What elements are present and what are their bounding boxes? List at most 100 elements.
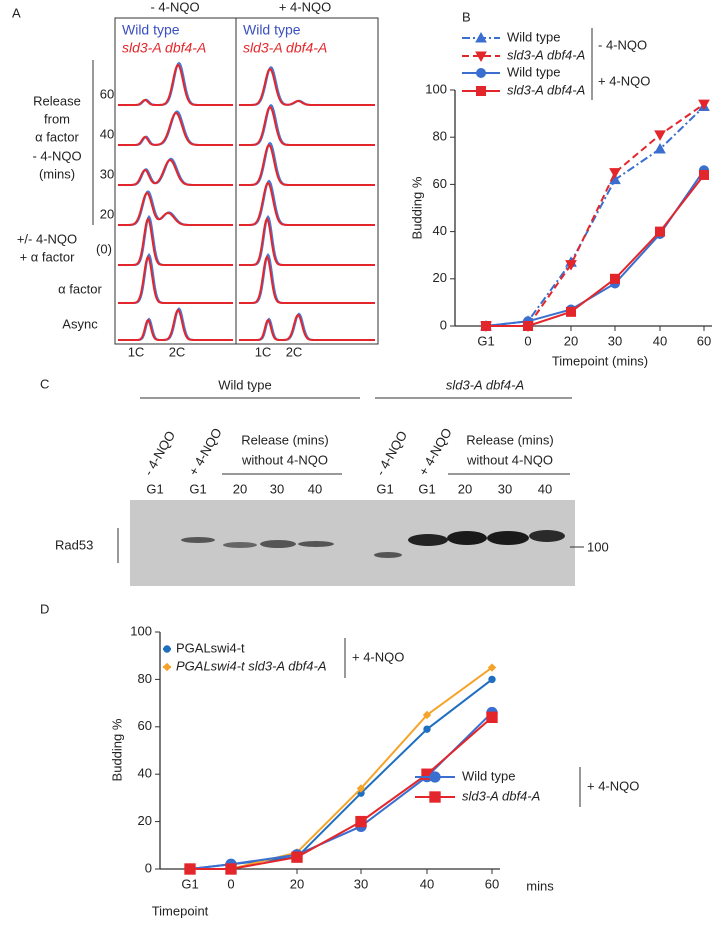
chart: D 0 20 40 60 80 100 G1 0 20 30 40 60 Budding % Timepoi…: [40, 601, 639, 918]
marker: [488, 675, 496, 684]
marker: [481, 321, 491, 331]
marker: [429, 791, 441, 803]
row-title: (mins): [39, 166, 75, 181]
y-tick-label: 20: [433, 270, 447, 285]
legend-label: sld3-A dbf4-A: [462, 788, 540, 803]
lane-label: 40: [308, 481, 322, 496]
histogram-curve: [118, 308, 233, 341]
row-title: - 4-NQO: [32, 148, 81, 163]
x-tick-label: G1: [181, 876, 198, 891]
series-line: [189, 678, 493, 870]
histogram-curve: [239, 67, 375, 106]
x-tick-label: 40: [420, 876, 434, 891]
marker: [355, 815, 367, 828]
histogram-curve: [239, 313, 375, 341]
histogram-curve: [118, 157, 233, 186]
series-line: [189, 711, 493, 870]
panel-label: D: [40, 601, 49, 616]
marker: [487, 663, 497, 672]
frame: [114, 17, 379, 345]
x-tick-label: 0: [524, 333, 531, 348]
y-tick-label: 100: [425, 81, 447, 96]
histograms: [118, 61, 375, 341]
header: - 4-NQO: [150, 0, 199, 14]
histogram-curve: [239, 255, 375, 304]
histogram-curve: [239, 181, 375, 226]
timepoint: 60: [100, 86, 114, 101]
row-title: from: [44, 111, 70, 126]
histogram-curve: [118, 191, 233, 226]
peak-label: 2C: [286, 344, 303, 359]
histogram-curve: [239, 105, 375, 146]
lane-label: 30: [498, 481, 512, 496]
timepoint: 20: [100, 206, 114, 221]
peak-label: 2C: [169, 344, 186, 359]
marker: [423, 725, 431, 733]
marker: [475, 51, 487, 63]
row-label: Async: [62, 316, 98, 331]
legend-note: + 4-NQO: [352, 649, 404, 664]
panel-label: C: [40, 376, 49, 391]
series-line: [486, 174, 705, 327]
marker: [486, 711, 498, 723]
panel-a: A - 4-NQO + 4-NQO Wild type sld3-A dbf4-…: [12, 0, 379, 359]
y-tick-label: 20: [138, 813, 152, 828]
group-label: sld3-A dbf4-A: [446, 377, 524, 392]
lane-label: 40: [538, 481, 552, 496]
legend-label: sld3-A dbf4-A: [507, 47, 585, 62]
histogram-curve: [239, 217, 375, 266]
y-tick-label: 0: [440, 317, 447, 332]
histogram-curve: [118, 63, 233, 106]
panel-c: C Wild type sld3-A dbf4-A - 4-NQO + 4-NQ…: [40, 376, 609, 586]
release-label: Release (mins): [466, 432, 553, 447]
x-unit: mins: [526, 878, 554, 893]
y-tick-label: 80: [433, 129, 447, 144]
legend-note: + 4-NQO: [598, 73, 650, 88]
header: + 4-NQO: [279, 0, 331, 14]
size-marker: 100: [587, 539, 609, 554]
series-line: [485, 169, 705, 327]
histogram-curve: [239, 143, 375, 186]
x-tick-label: 30: [354, 876, 368, 891]
row-title: α factor: [35, 129, 79, 144]
lane-label: G1: [146, 481, 163, 496]
panel-label: A: [12, 5, 21, 20]
histogram-curve: [118, 217, 233, 266]
y-tick-label: 40: [138, 766, 152, 781]
condition: + 4-NQO: [416, 425, 455, 478]
timepoint: 30: [100, 166, 114, 181]
lane-label: G1: [189, 481, 206, 496]
marker: [422, 710, 432, 720]
release-label: Release (mins): [241, 432, 328, 447]
histogram-curve: [118, 111, 233, 146]
histogram-curve: [118, 158, 233, 186]
x-tick-label: G1: [477, 333, 494, 348]
x-tick-label: 0: [227, 876, 234, 891]
y-tick-label: 60: [433, 176, 447, 191]
x-tick-label: 60: [485, 876, 499, 891]
y-tick-label: 60: [138, 718, 152, 733]
marker: [163, 645, 171, 653]
y-tick-label: 0: [145, 860, 152, 875]
peak-label: 1C: [128, 344, 145, 359]
marker: [609, 168, 621, 179]
lane-label: G1: [376, 481, 393, 496]
histogram-curve: [118, 252, 233, 304]
legend-note: - 4-NQO: [598, 37, 647, 52]
row-label: +/- 4-NQO: [17, 231, 77, 246]
legend-text: Wild type: [122, 22, 180, 38]
x-tick-label: 40: [653, 333, 667, 348]
peak-label: 1C: [255, 344, 272, 359]
condition: - 4-NQO: [141, 428, 179, 478]
marker: [565, 260, 577, 271]
marker: [699, 169, 709, 180]
release-label: without 4-NQO: [466, 452, 553, 467]
y-axis-label: Budding %: [409, 176, 424, 239]
y-tick-label: 100: [130, 623, 152, 638]
marker: [698, 99, 710, 111]
marker: [162, 662, 172, 672]
lane-label: G1: [418, 481, 435, 496]
legend-text: sld3-A dbf4-A: [122, 40, 206, 56]
row-title: Release: [33, 93, 81, 108]
legend-label: Wild type: [507, 29, 560, 44]
